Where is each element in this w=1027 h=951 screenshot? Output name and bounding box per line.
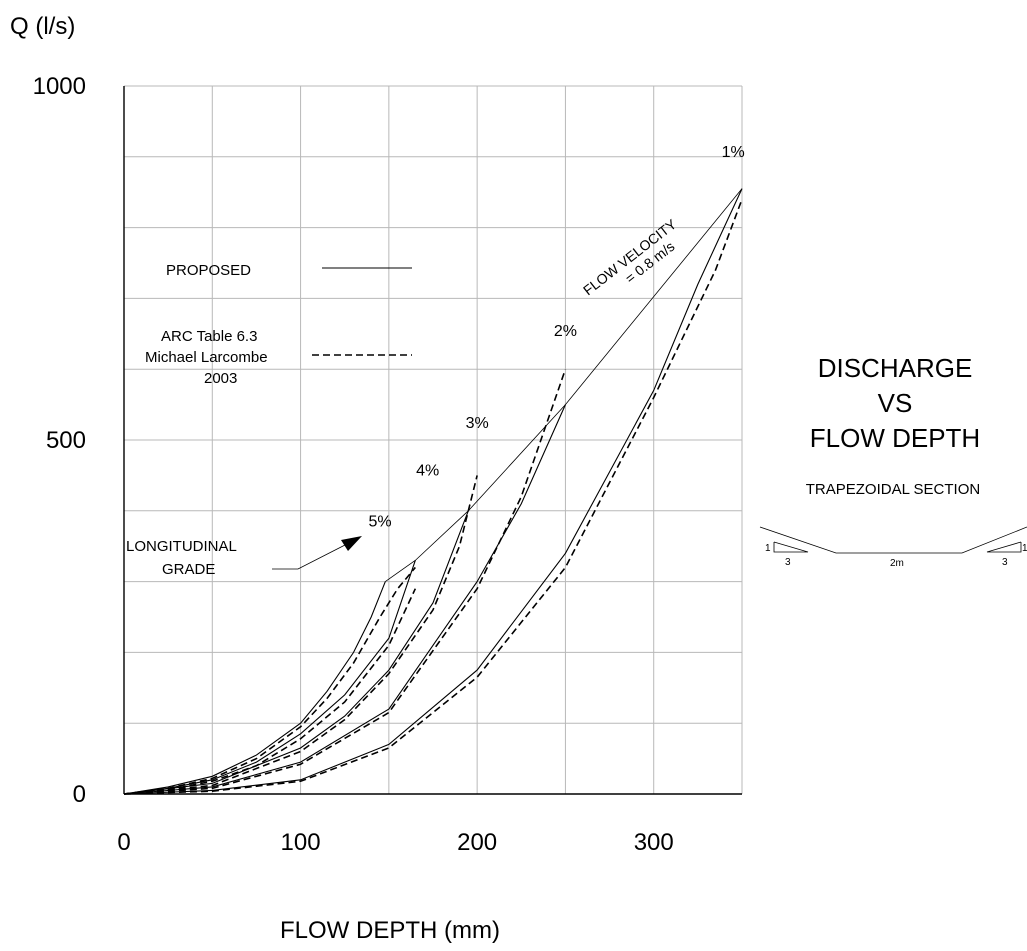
longitudinal-arrowhead [341,536,362,551]
grade-label: 5% [368,513,391,530]
longitudinal-leader-line [272,544,346,570]
x-tick-label: 100 [281,829,321,856]
title-line-3: FLOW DEPTH [810,423,980,453]
legend-arc-label-2: Michael Larcombe [145,349,268,366]
right-slope-run: 3 [1002,557,1008,568]
grid [124,85,743,794]
series-line-4pct-solid [123,560,416,795]
grade-label: 2% [554,323,577,340]
series-line-5pct-solid [123,581,386,795]
subtitle: TRAPEZOIDAL SECTION [806,481,980,498]
series-line-1pct-dashed [123,198,743,795]
axes [123,86,742,795]
legend-arc-label-1: ARC Table 6.3 [161,328,257,345]
series [123,188,743,795]
grade-labels: 5% 4% 3% 2% 1% [368,144,744,531]
trapezoidal-section-diagram: 1 3 2m 1 3 [759,526,1027,569]
right-slope-triangle [986,541,1022,553]
grade-label: 1% [722,144,745,161]
left-slope-triangle [773,541,809,553]
longitudinal-grade-annotation: LONGITUDINAL GRADE [126,536,362,578]
y-tick-label: 500 [46,427,86,454]
x-tick-label: 0 [117,829,130,856]
series-line-1pct-solid [123,188,743,795]
chart-title: DISCHARGE VS FLOW DEPTH TRAPEZOIDAL SECT… [806,353,980,498]
series-line-2pct-dashed [123,368,567,795]
grade-label: 4% [416,462,439,479]
series-line-2pct-solid [123,404,566,795]
x-axis-label: FLOW DEPTH (mm) [280,917,500,944]
title-line-1: DISCHARGE [818,353,973,383]
series-line-3pct-solid [123,510,469,795]
flow-velocity-line [385,188,743,582]
legend-arc-label-3: 2003 [204,370,237,387]
base-width-label: 2m [890,558,904,569]
x-tick-label: 300 [634,829,674,856]
longitudinal-label-2: GRADE [162,561,215,578]
x-tick-label: 200 [457,829,497,856]
grade-label: 3% [466,415,489,432]
legend-proposed-label: PROPOSED [166,262,251,279]
y-axis-label: Q (l/s) [10,13,75,40]
right-slope-rise: 1 [1022,543,1027,554]
series-line-3pct-dashed [123,475,478,795]
section-profile [759,526,1027,554]
tick-labels: 0 100 200 300 0 500 1000 [33,73,674,856]
y-tick-label: 1000 [33,73,86,100]
left-slope-rise: 1 [765,543,771,554]
longitudinal-label-1: LONGITUDINAL [126,538,237,555]
legend: PROPOSED ARC Table 6.3 Michael Larcombe … [145,262,412,387]
left-slope-run: 3 [785,557,791,568]
y-tick-label: 0 [73,781,86,808]
series-line-5pct-dashed [123,566,416,795]
title-line-2: VS [878,388,913,418]
